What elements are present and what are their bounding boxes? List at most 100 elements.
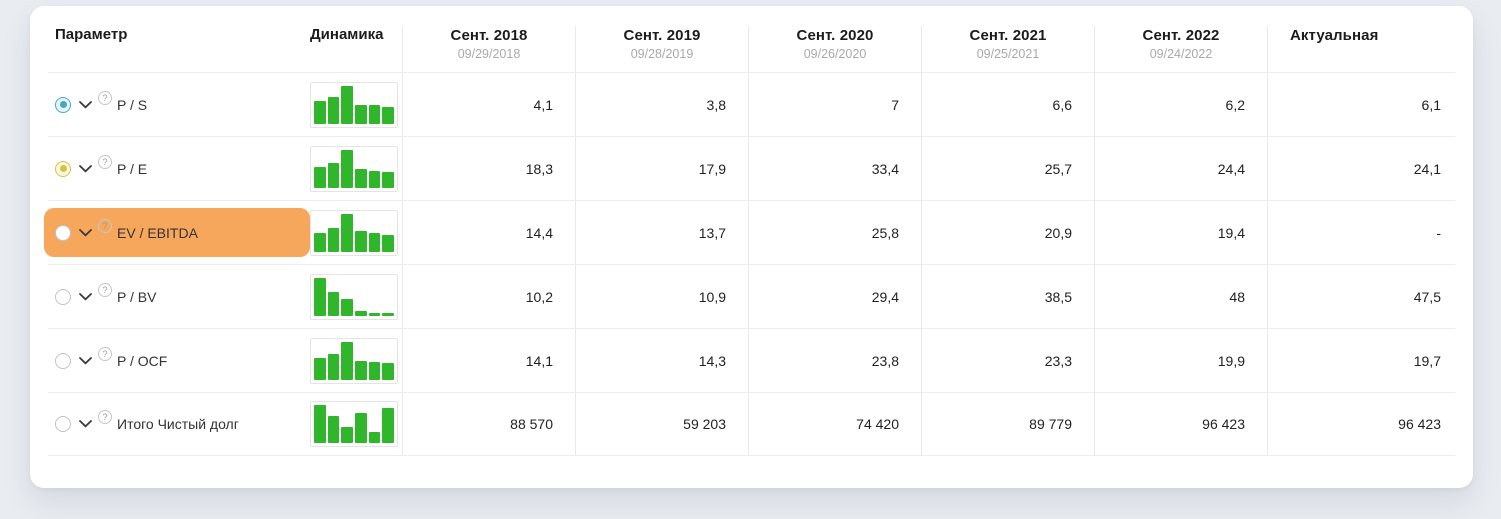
chevron-down-icon[interactable] [79, 164, 92, 173]
help-icon[interactable]: ? [98, 90, 112, 105]
parameter-cell[interactable]: ? P / OCF [48, 329, 292, 392]
sparkline-bar [382, 312, 395, 316]
dynamics-cell [292, 201, 402, 264]
chevron-down-icon[interactable] [79, 228, 92, 237]
column-label: Сент. 2019 [623, 27, 701, 44]
parameter-cell[interactable]: ? P / S [48, 73, 292, 136]
help-icon[interactable]: ? [98, 218, 112, 233]
parameter-cell[interactable]: ? Итого Чистый долг [48, 393, 292, 455]
column-header-year: Сент. 2020 09/26/2020 [748, 26, 921, 72]
sparkline-bar [368, 361, 381, 380]
sparkline-bar [327, 353, 340, 380]
sparkline-bar [327, 291, 340, 316]
parameter-cell-content: ? Итого Чистый долг [55, 410, 239, 432]
parameter-label: P / S [117, 96, 148, 113]
column-label: Сент. 2020 [796, 27, 874, 44]
value-cell: 6,1 [1267, 73, 1455, 136]
sparkline-bar [314, 100, 326, 124]
value-cell: 19,4 [1094, 201, 1267, 264]
help-icon[interactable]: ? [98, 346, 112, 361]
column-label: Сент. 2022 [1142, 27, 1220, 44]
value-cell: 7 [748, 73, 921, 136]
valuation-table-card: Параметр Динамика Сент. 2018 09/29/2018 Се… [30, 6, 1473, 488]
dynamics-cell [292, 137, 402, 200]
value-cell: 20,9 [921, 201, 1094, 264]
parameter-cell[interactable]: ? EV / EBITDA [44, 201, 310, 264]
sparkline-bar [314, 166, 326, 188]
value-cell: 23,3 [921, 329, 1094, 392]
value-cell: 6,6 [921, 73, 1094, 136]
sparkline-bar [327, 162, 340, 188]
value-cell: 74 420 [748, 393, 921, 455]
value-cell: 96 423 [1094, 393, 1267, 455]
table-body: ? P / S 4,1 3,8 7 6,6 6,2 6,1? P / E 18,3 17,9 33,4… [44, 72, 1455, 456]
column-date: 09/26/2020 [803, 47, 867, 61]
parameter-cell[interactable]: ? P / E [48, 137, 292, 200]
help-icon[interactable]: ? [98, 154, 112, 169]
sparkline-bar [368, 432, 381, 443]
chevron-down-icon[interactable] [79, 292, 92, 301]
sparkline-bar [368, 104, 381, 124]
sparkline-bar [314, 277, 326, 316]
sparkline [310, 209, 398, 256]
dynamics-cell [292, 329, 402, 392]
value-cell: 14,4 [402, 201, 575, 264]
value-cell: 25,7 [921, 137, 1094, 200]
value-cell: 3,8 [575, 73, 748, 136]
sparkline [310, 337, 398, 384]
parameter-cell[interactable]: ? P / BV [48, 265, 292, 328]
sparkline-bar [368, 170, 381, 188]
value-cell: 4,1 [402, 73, 575, 136]
radio-button[interactable] [55, 416, 71, 432]
chevron-down-icon[interactable] [79, 356, 92, 365]
value-cell: 14,1 [402, 329, 575, 392]
column-date: 09/24/2022 [1149, 47, 1213, 61]
value-cell: 17,9 [575, 137, 748, 200]
parameter-label: P / E [117, 160, 148, 177]
value-cell: 96 423 [1267, 393, 1455, 455]
sparkline-bar [327, 416, 340, 443]
sparkline-bar [327, 227, 340, 252]
table-row: ? EV / EBITDA 14,4 13,7 25,8 20,9 19,4- [44, 200, 1455, 264]
sparkline-bar [341, 341, 354, 380]
column-header-year: Сент. 2022 09/24/2022 [1094, 26, 1267, 72]
sparkline-bar [355, 310, 367, 316]
table-row: ? Итого Чистый долг 88 570 59 203 74 420 89 7… [48, 392, 1455, 456]
radio-button[interactable] [55, 288, 71, 305]
column-header-year: Сент. 2018 09/29/2018 [402, 26, 575, 72]
sparkline-bar [341, 85, 354, 124]
sparkline-bar [355, 360, 367, 380]
value-cell: 89 779 [921, 393, 1094, 455]
dynamics-cell [292, 393, 402, 455]
column-label: Сент. 2021 [969, 27, 1047, 44]
radio-button[interactable] [55, 224, 71, 241]
table-row: ? P / BV 10,2 10,9 29,4 38,5 48 47,5 [48, 264, 1455, 328]
table-row: ? P / OCF 14,1 14,3 23,8 23,3 19,9 19,7 [48, 328, 1455, 392]
table-header: Параметр Динамика Сент. 2018 09/29/2018 Се… [48, 22, 1455, 72]
help-icon[interactable]: ? [98, 410, 112, 424]
column-date: 09/28/2019 [630, 47, 694, 61]
column-date: 09/25/2021 [976, 47, 1040, 61]
value-cell: 18,3 [402, 137, 575, 200]
radio-button[interactable] [55, 352, 71, 369]
radio-button[interactable] [55, 160, 71, 177]
sparkline [310, 401, 398, 447]
chevron-down-icon[interactable] [79, 100, 92, 109]
sparkline-bar [341, 213, 354, 252]
column-header-actual: Актуальная [1267, 26, 1455, 72]
sparkline-bar [355, 413, 367, 443]
column-header-year: Сент. 2019 09/28/2019 [575, 26, 748, 72]
chevron-down-icon[interactable] [79, 420, 92, 428]
dynamics-cell [292, 73, 402, 136]
sparkline-bar [314, 405, 326, 443]
column-header-dynamics: Динамика [310, 26, 384, 43]
help-icon[interactable]: ? [98, 282, 112, 297]
sparkline-bar [368, 232, 381, 252]
value-cell: - [1267, 201, 1455, 264]
table-row: ? P / E 18,3 17,9 33,4 25,7 24,4 24,1 [48, 136, 1455, 200]
sparkline [310, 81, 398, 128]
parameter-cell-content: ? P / BV [55, 282, 156, 305]
radio-button[interactable] [55, 96, 71, 113]
value-cell: 14,3 [575, 329, 748, 392]
value-cell: 47,5 [1267, 265, 1455, 328]
